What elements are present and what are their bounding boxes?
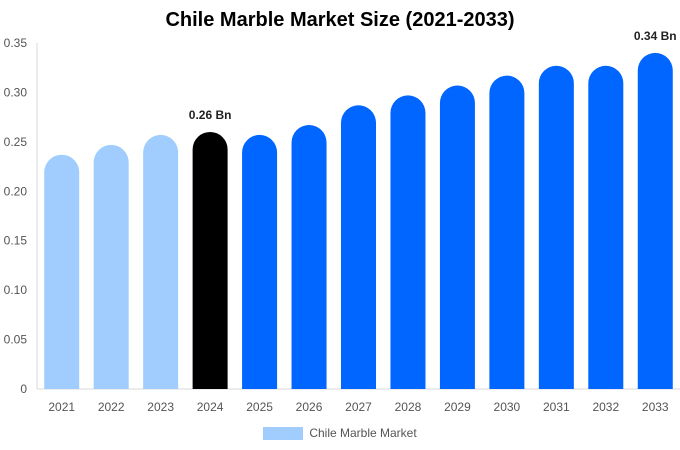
data-labels: 0.26 Bn 0.34 Bn: [189, 29, 677, 122]
x-tick-label: 2031: [543, 400, 570, 414]
x-tick-label: 2028: [395, 400, 422, 414]
bar-2021[interactable]: [44, 154, 80, 389]
bar-2025[interactable]: [242, 134, 278, 389]
bar-2024[interactable]: [192, 131, 228, 389]
x-tick-label: 2023: [147, 400, 174, 414]
bar-2022[interactable]: [93, 144, 129, 389]
y-tick-label: 0.15: [4, 234, 28, 248]
bar-2032[interactable]: [588, 65, 624, 389]
y-tick-labels: 0 0.05 0.10 0.15 0.20 0.25 0.30 0.35: [4, 36, 28, 396]
legend-swatch: [263, 426, 304, 440]
y-tick-label: 0.35: [4, 36, 28, 50]
legend[interactable]: Chile Marble Market: [0, 426, 680, 440]
y-tick-label: 0.20: [4, 184, 28, 198]
bar-2027[interactable]: [341, 105, 376, 389]
x-tick-label: 2030: [494, 400, 521, 414]
bar-2029[interactable]: [439, 85, 475, 389]
data-label-2024: 0.26 Bn: [189, 108, 232, 122]
y-tick-label: 0: [20, 382, 27, 396]
bar-2026[interactable]: [291, 125, 327, 390]
x-tick-label: 2021: [48, 400, 75, 414]
bar-2031[interactable]: [538, 65, 574, 390]
x-tick-labels: 2021 2022 2023 2024 2025 2026 2027 2028 2029 2030…: [48, 400, 669, 414]
bar-2030[interactable]: [489, 75, 525, 390]
x-tick-label: 2026: [296, 400, 323, 414]
bar-2028[interactable]: [390, 95, 426, 389]
y-tick-label: 0.30: [4, 85, 28, 99]
bar-2023[interactable]: [143, 134, 179, 389]
legend-label: Chile Marble Market: [309, 426, 417, 440]
bars-group: [44, 52, 673, 390]
x-tick-label: 2022: [98, 400, 125, 414]
chart-title: Chile Marble Market Size (2021-2033): [165, 9, 515, 31]
y-tick-label: 0.25: [4, 135, 28, 149]
x-tick-label: 2032: [592, 400, 619, 414]
data-label-2033: 0.34 Bn: [634, 29, 677, 43]
x-tick-label: 2033: [642, 400, 669, 414]
x-tick-label: 2024: [197, 400, 224, 414]
y-tick-label: 0.05: [4, 333, 28, 347]
x-tick-label: 2027: [345, 400, 372, 414]
x-tick-label: 2025: [246, 400, 273, 414]
bar-2033[interactable]: [637, 52, 673, 390]
y-tick-label: 0.10: [4, 283, 28, 297]
x-tick-label: 2029: [444, 400, 471, 414]
